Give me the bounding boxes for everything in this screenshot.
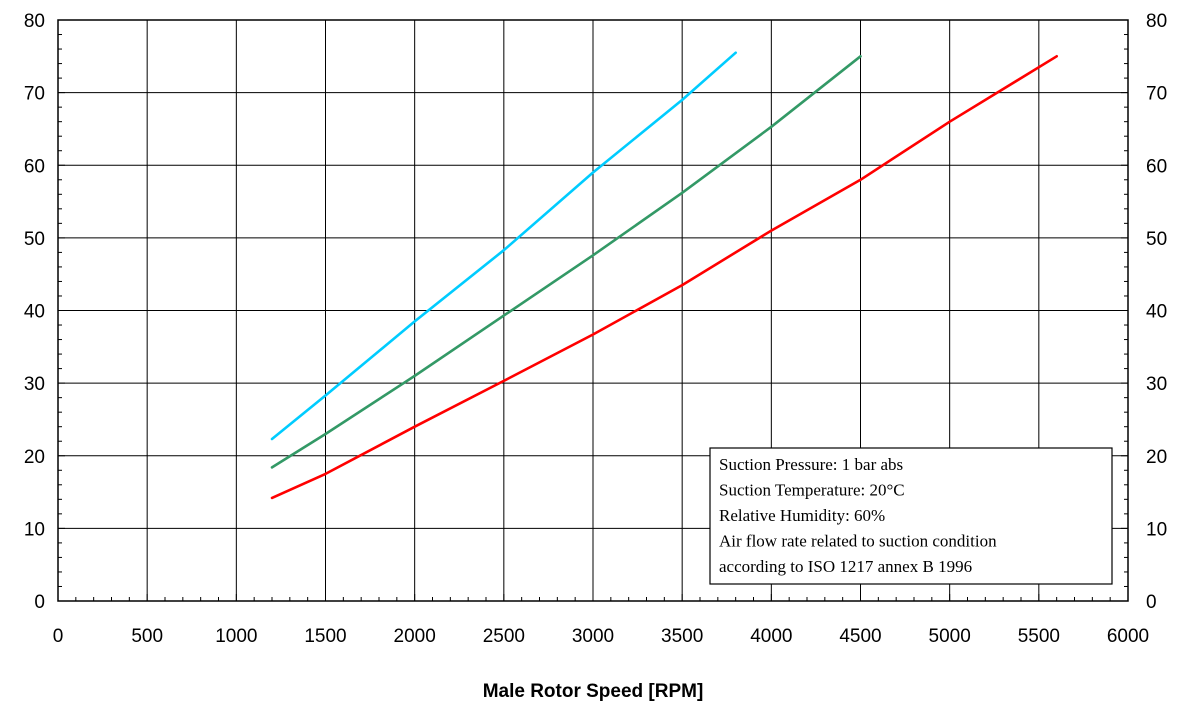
y-tick-label-right-0: 0 — [1146, 592, 1157, 613]
x-tick-label-6: 3000 — [572, 626, 614, 647]
y-tick-label-right-6: 60 — [1146, 156, 1167, 177]
y-tick-label-right-3: 30 — [1146, 374, 1167, 395]
y-tick-label-right-5: 50 — [1146, 229, 1167, 250]
annotation-line-0: Suction Pressure: 1 bar abs — [719, 455, 903, 474]
series-group — [270, 51, 1058, 500]
series-line-0 — [270, 51, 738, 441]
x-tick-label-8: 4000 — [750, 626, 792, 647]
x-axis-label: Male Rotor Speed [RPM] — [483, 681, 704, 702]
annotation-lines: Suction Pressure: 1 bar abs Suction Tempe… — [719, 455, 997, 576]
y-tick-labels-left: 0 10 20 30 40 50 60 70 80 — [24, 11, 45, 613]
y-tick-label-left-1: 10 — [24, 519, 45, 540]
x-tick-label-10: 5000 — [929, 626, 971, 647]
x-tick-label-7: 3500 — [661, 626, 703, 647]
y-tick-label-right-4: 40 — [1146, 302, 1167, 323]
y-tick-labels-right: 0 10 20 30 40 50 60 70 80 — [1146, 11, 1167, 613]
y-tick-label-left-6: 60 — [24, 156, 45, 177]
y-tick-label-left-5: 50 — [24, 229, 45, 250]
x-tick-labels: 0 500 1000 1500 2000 2500 3000 3500 4000 4500 5000… — [53, 626, 1149, 647]
y-tick-label-right-2: 20 — [1146, 447, 1167, 468]
x-tick-label-11: 5500 — [1018, 626, 1060, 647]
x-tick-label-1: 500 — [131, 626, 163, 647]
series-line-2 — [270, 54, 1058, 500]
annotation-line-1: Suction Temperature: 20°C — [719, 481, 905, 500]
annotation-line-4: according to ISO 1217 annex B 1996 — [719, 557, 972, 576]
y-tick-label-right-1: 10 — [1146, 519, 1167, 540]
y-tick-label-right-8: 80 — [1146, 11, 1167, 32]
series-line-1 — [270, 54, 862, 469]
annotation-box: Suction Pressure: 1 bar abs Suction Tempe… — [709, 447, 1113, 585]
x-tick-label-3: 1500 — [304, 626, 346, 647]
y-tick-label-left-3: 30 — [24, 374, 45, 395]
x-tick-label-5: 2500 — [483, 626, 525, 647]
y-tick-label-left-7: 70 — [24, 84, 45, 105]
annotation-line-2: Relative Humidity: 60% — [719, 506, 885, 525]
x-tick-label-4: 2000 — [394, 626, 436, 647]
x-tick-label-2: 1000 — [215, 626, 257, 647]
y-tick-label-right-7: 70 — [1146, 84, 1167, 105]
annotation-rect — [709, 447, 1113, 585]
minor-ticks — [57, 19, 1129, 602]
x-tick-label-9: 4500 — [839, 626, 881, 647]
x-tick-label-0: 0 — [53, 626, 64, 647]
y-tick-label-left-4: 40 — [24, 302, 45, 323]
annotation-line-3: Air flow rate related to suction conditi… — [719, 532, 997, 551]
x-tick-label-12: 6000 — [1107, 626, 1149, 647]
y-tick-label-left-2: 20 — [24, 447, 45, 468]
y-tick-label-left-0: 0 — [34, 592, 45, 613]
y-tick-label-left-8: 80 — [24, 11, 45, 32]
